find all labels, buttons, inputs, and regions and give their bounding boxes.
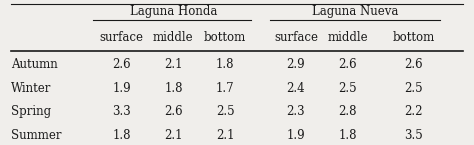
Text: 1.8: 1.8 <box>164 82 182 95</box>
Text: 2.1: 2.1 <box>164 129 182 142</box>
Text: 2.6: 2.6 <box>338 58 357 71</box>
Text: 2.6: 2.6 <box>404 58 423 71</box>
Text: 1.9: 1.9 <box>112 82 131 95</box>
Text: 2.4: 2.4 <box>287 82 305 95</box>
Text: 2.9: 2.9 <box>287 58 305 71</box>
Text: 1.7: 1.7 <box>216 82 235 95</box>
Text: Summer: Summer <box>11 129 61 142</box>
Text: middle: middle <box>328 31 368 44</box>
Text: 1.9: 1.9 <box>287 129 305 142</box>
Text: bottom: bottom <box>392 31 435 44</box>
Text: Autumn: Autumn <box>11 58 57 71</box>
Text: 2.8: 2.8 <box>338 105 357 118</box>
Text: 2.1: 2.1 <box>216 129 235 142</box>
Text: 2.6: 2.6 <box>112 58 131 71</box>
Text: Winter: Winter <box>11 82 51 95</box>
Text: bottom: bottom <box>204 31 246 44</box>
Text: Spring: Spring <box>11 105 51 118</box>
Text: Laguna Honda: Laguna Honda <box>130 6 217 18</box>
Text: 3.5: 3.5 <box>404 129 423 142</box>
Text: 1.8: 1.8 <box>216 58 235 71</box>
Text: 3.3: 3.3 <box>112 105 131 118</box>
Text: 2.1: 2.1 <box>164 58 182 71</box>
Text: 2.2: 2.2 <box>404 105 423 118</box>
Text: 1.8: 1.8 <box>112 129 131 142</box>
Text: 2.6: 2.6 <box>164 105 182 118</box>
Text: 2.5: 2.5 <box>338 82 357 95</box>
Text: 2.5: 2.5 <box>216 105 235 118</box>
Text: surface: surface <box>274 31 318 44</box>
Text: 2.3: 2.3 <box>287 105 305 118</box>
Text: 1.8: 1.8 <box>338 129 357 142</box>
Text: Laguna Nueva: Laguna Nueva <box>311 6 398 18</box>
Text: surface: surface <box>100 31 144 44</box>
Text: middle: middle <box>153 31 194 44</box>
Text: 2.5: 2.5 <box>404 82 423 95</box>
